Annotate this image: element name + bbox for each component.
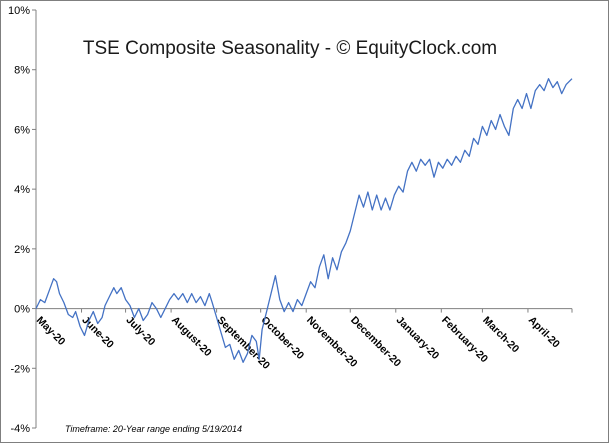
x-tick-label: May-20 [34,314,68,348]
y-tick-label: -2% [10,363,30,375]
y-tick-label: 4% [14,184,30,196]
series-line [35,78,573,363]
x-axis: May-20 June-20 July-20 August-20 September-2… [34,308,573,372]
x-tick-label: July-20 [123,314,157,348]
x-tick-label: October-20 [259,314,307,362]
x-tick-label: March-20 [480,314,521,355]
chart-title: TSE Composite Seasonality - © EquityCloc… [83,38,497,59]
y-tick-label: 0% [14,304,30,316]
plot-area [35,78,573,363]
y-tick-label: -4% [10,423,30,435]
y-tick-label: 10% [8,5,30,17]
x-tick-label: April-20 [526,314,562,350]
footnote: Timeframe: 20-Year range ending 5/19/201… [65,424,242,434]
y-tick-label: 6% [14,124,30,136]
y-tick-label: 8% [14,65,30,77]
x-tick-label: January-20 [394,314,442,362]
y-tick-label: 2% [14,244,30,256]
y-axis: -4% -2% 0% 2% 4% 6% 8% 10% [8,5,37,435]
x-tick-label: August-20 [169,314,214,359]
